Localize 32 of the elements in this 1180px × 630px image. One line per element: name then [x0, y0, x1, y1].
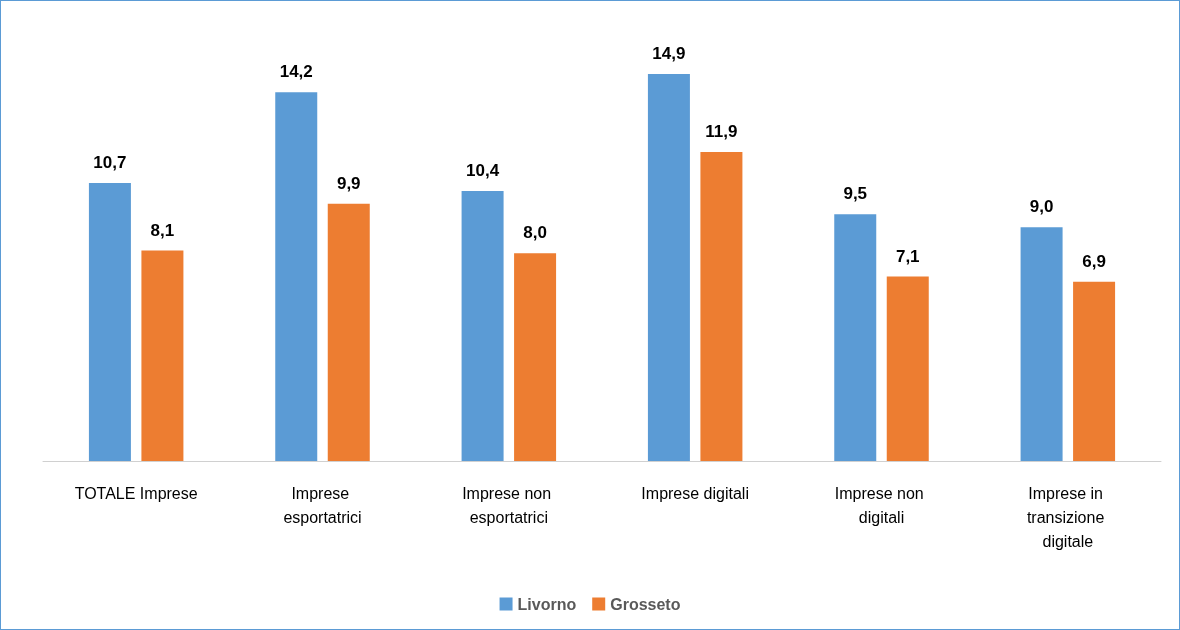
bar	[1020, 227, 1063, 461]
x-tick-label: Imprese non digitali	[834, 484, 929, 526]
bar	[1073, 281, 1116, 461]
bar	[514, 253, 557, 461]
bar	[700, 151, 743, 461]
bar	[886, 276, 929, 461]
x-tick-label: Imprese in transizione digitale	[1026, 484, 1109, 550]
x-tick-label: TOTALE Imprese	[74, 484, 198, 502]
bar	[275, 92, 318, 461]
bar	[647, 74, 690, 461]
legend-label: Grosseto	[610, 595, 681, 613]
bar	[141, 250, 184, 461]
data-label: 6,9	[1082, 251, 1106, 271]
data-label: 8,1	[150, 220, 175, 240]
bar	[834, 214, 877, 461]
data-label: 9,5	[843, 184, 868, 204]
x-tick-label: Imprese non esportatrici	[462, 484, 556, 526]
data-label: 14,2	[279, 62, 313, 82]
data-label: 14,9	[652, 44, 686, 63]
x-tick-label: Imprese digitali	[641, 484, 749, 502]
bar	[461, 190, 504, 461]
data-label: 10,4	[466, 160, 500, 180]
legend-label: Livorno	[517, 595, 577, 613]
data-label: 7,1	[895, 246, 920, 266]
data-label: 10,7	[93, 153, 127, 173]
bar	[88, 183, 131, 461]
data-label: 9,0	[1029, 197, 1054, 217]
bar	[327, 203, 370, 461]
data-label: 11,9	[705, 121, 738, 141]
x-tick-label: Imprese esportatrici	[283, 484, 362, 526]
data-label: 8,0	[523, 223, 547, 243]
data-label: 9,9	[336, 173, 361, 193]
